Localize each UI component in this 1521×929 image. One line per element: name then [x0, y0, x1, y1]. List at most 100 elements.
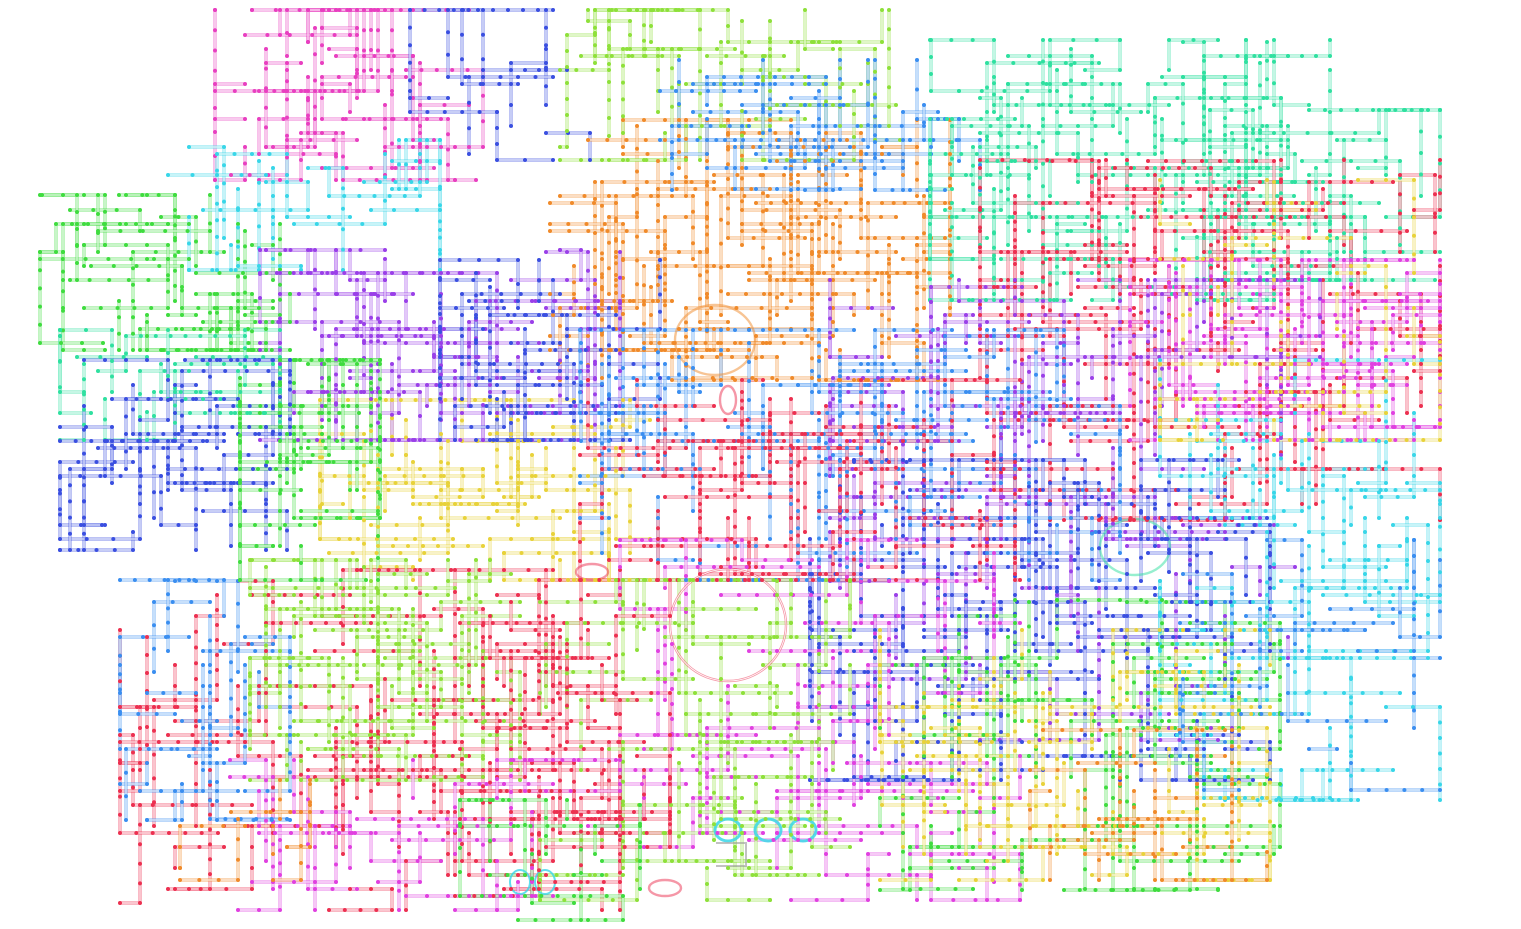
compound-node [404, 117, 408, 121]
compound-node [544, 61, 548, 65]
compound-node [467, 152, 471, 156]
reaction-edge [1400, 175, 1435, 252]
compound-node [425, 159, 429, 163]
compound-node [726, 327, 730, 331]
compound-node [391, 117, 395, 121]
compound-node [614, 514, 618, 518]
compound-node [677, 118, 681, 122]
compound-node [915, 259, 919, 263]
compound-node [313, 105, 317, 109]
compound-node [173, 481, 177, 485]
compound-node [495, 481, 499, 485]
reaction-edge [84, 441, 112, 550]
compound-node [677, 150, 681, 154]
compound-node [201, 320, 205, 324]
compound-node [415, 208, 419, 212]
compound-node [188, 411, 192, 415]
compound-node [446, 461, 450, 465]
compound-node [537, 68, 541, 72]
compound-node [201, 439, 205, 443]
compound-node [509, 61, 513, 65]
reaction-edge-inner [448, 10, 553, 77]
compound-node [233, 152, 237, 156]
compound-node [274, 8, 278, 12]
compound-node [264, 180, 268, 184]
compound-node [306, 166, 310, 170]
reaction-edge-inner [1386, 110, 1440, 140]
compound-node [642, 322, 646, 326]
compound-node [229, 358, 233, 362]
reaction-edge [924, 693, 945, 812]
compound-node [413, 537, 417, 541]
compound-node [254, 299, 258, 303]
compound-node [145, 193, 149, 197]
compound-node [586, 334, 590, 338]
compound-node [250, 329, 254, 333]
reaction-edge-inner [322, 10, 350, 35]
compound-node [355, 26, 359, 30]
reaction-edge [1029, 714, 1092, 742]
compound-node [208, 375, 212, 379]
compound-node [38, 286, 42, 290]
compound-node [58, 334, 62, 338]
reaction-edge-inner [840, 161, 903, 190]
compound-node [264, 320, 268, 324]
compound-node [75, 278, 79, 282]
compound-node [166, 290, 170, 294]
compound-node [271, 362, 275, 366]
reaction-edge-inner [427, 686, 504, 721]
compound-node [201, 208, 205, 212]
compound-node [82, 243, 86, 247]
compound-node [642, 341, 646, 345]
compound-node [327, 166, 331, 170]
compound-node [466, 544, 470, 548]
reaction-edge-inner [322, 434, 343, 504]
compound-node [253, 358, 257, 362]
compound-node [586, 138, 590, 142]
compound-node [166, 374, 170, 378]
compound-node [635, 147, 639, 151]
compound-node [530, 474, 534, 478]
compound-node [495, 464, 499, 468]
reaction-edge [1365, 469, 1440, 520]
reaction-edge-inner [560, 161, 658, 196]
compound-node [383, 8, 387, 12]
compound-node [684, 194, 688, 198]
compound-node [215, 202, 219, 206]
reaction-edge [1351, 763, 1440, 790]
compound-node [369, 166, 373, 170]
compound-node [208, 292, 212, 296]
compound-node [194, 313, 198, 317]
compound-node [141, 229, 145, 233]
compound-node [892, 201, 896, 205]
compound-node [516, 509, 520, 513]
compound-node [285, 134, 289, 138]
compound-node [831, 264, 835, 268]
compound-node [636, 348, 640, 352]
compound-node [264, 47, 268, 51]
reaction-edge-inner [189, 147, 224, 238]
compound-node [761, 209, 765, 213]
reaction-edge-inner [574, 742, 609, 819]
pathway-loop [720, 386, 736, 414]
compound-node [58, 411, 62, 415]
compound-node [103, 418, 107, 422]
compound-node [124, 450, 128, 454]
compound-node [299, 61, 303, 65]
compound-node [404, 75, 408, 79]
reaction-edge-inner [952, 126, 1029, 231]
compound-node [376, 49, 380, 53]
compound-node [169, 397, 173, 401]
compound-node [341, 131, 345, 135]
compound-node [362, 117, 366, 121]
reaction-edge-inner [84, 441, 112, 550]
compound-node [523, 68, 527, 72]
compound-node [228, 334, 232, 338]
reaction-edge-inner [826, 133, 861, 252]
compound-node [299, 138, 303, 142]
compound-node [243, 145, 247, 149]
compound-node [461, 474, 465, 478]
compound-node [118, 229, 122, 233]
reaction-edge-inner [770, 623, 791, 728]
compound-node [408, 78, 412, 82]
